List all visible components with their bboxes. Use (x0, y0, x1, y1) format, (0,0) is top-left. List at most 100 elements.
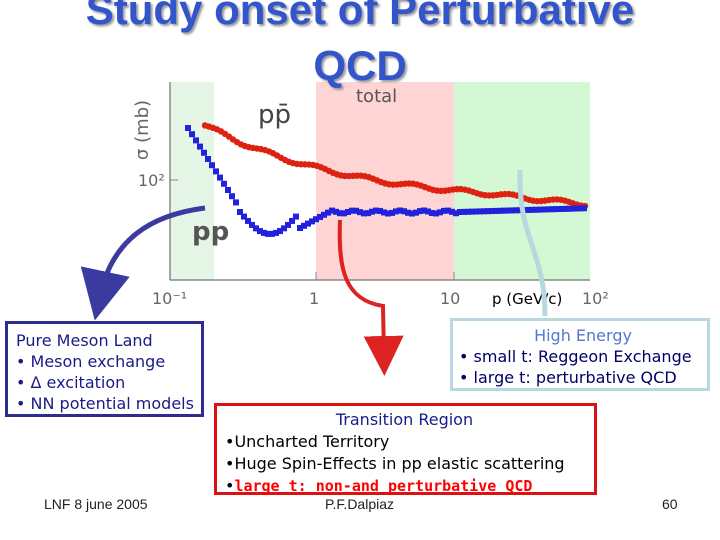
pp-point (541, 206, 547, 213)
pp-point (429, 210, 435, 217)
pp-point (365, 210, 371, 217)
pp-point (417, 208, 423, 215)
pp-point (337, 210, 343, 217)
x-tick-label-0: 10⁻¹ (152, 289, 187, 308)
pp-point (333, 208, 339, 215)
x-tick-label-3: 10² (582, 289, 609, 308)
pp-point (473, 208, 479, 215)
pp-point (345, 209, 351, 216)
transition-item-highlight: •large t: non-and perturbative QCD (225, 475, 594, 497)
pp-point (349, 207, 355, 214)
pp-point (237, 209, 243, 215)
pp-data-series (185, 125, 587, 237)
pp-point (317, 214, 323, 220)
pp-point (425, 208, 431, 215)
high-energy-item: • small t: Reggeon Exchange (459, 347, 692, 366)
pp-point (241, 213, 247, 220)
pp-point (413, 209, 419, 216)
pp-point (261, 229, 267, 236)
transition-bullet: • (225, 476, 235, 495)
pp-point (441, 207, 447, 214)
pp-point (325, 209, 331, 216)
footer-event: LNF 8 june 2005 (44, 496, 148, 512)
transition-item: •Huge Spin-Effects in pp elastic scatter… (225, 454, 565, 473)
x-tick-marks (315, 272, 455, 280)
pp-point (377, 207, 383, 214)
pp-point (329, 207, 335, 214)
pp-point (253, 225, 259, 232)
pp-point (569, 205, 575, 212)
pure-meson-box: Pure Meson Land • Meson exchange • Δ exc… (5, 321, 204, 417)
pure-meson-heading: Pure Meson Land (16, 331, 153, 350)
y-tick-label: 10² (138, 171, 165, 190)
pp-point (269, 230, 275, 237)
pp-point (297, 225, 303, 231)
high-energy-heading: High Energy (534, 326, 632, 345)
pp-point (229, 193, 235, 200)
pp-point (341, 210, 347, 217)
pp-point (453, 210, 459, 217)
x-tick-label-1: 1 (309, 289, 319, 308)
pp-point (313, 216, 319, 223)
slide-title-line-1: Study onset of Perturbative (85, 0, 635, 33)
pp-point (197, 143, 203, 150)
pp-point (273, 229, 279, 236)
high-energy-box: High Energy • small t: Reggeon Exchange … (450, 318, 710, 391)
pp-point (461, 208, 467, 215)
pp-point (545, 206, 551, 213)
pp-point (445, 207, 451, 214)
pp-point (353, 207, 359, 214)
pp-point (525, 206, 531, 213)
arrow-to-high-energy (517, 169, 548, 317)
pp-point (281, 225, 287, 232)
pp-point (577, 205, 583, 212)
pp-point (393, 208, 399, 215)
pp-point (233, 199, 239, 206)
pp-point (265, 230, 271, 237)
pp-point (389, 209, 395, 216)
transition-highlight-text: large t: non-and perturbative QCD (234, 477, 533, 495)
pp-point (489, 208, 495, 215)
pp-point (529, 206, 535, 213)
pp-point (221, 180, 227, 187)
pp-point (533, 206, 539, 213)
pp-point (517, 207, 523, 214)
y-axis-label: σ (mb) (132, 100, 153, 160)
pp-point (537, 206, 543, 213)
pp-point (369, 208, 375, 215)
x-tick-label-2: 10 (440, 289, 460, 308)
pp-point (513, 207, 519, 214)
pure-meson-item: • Δ excitation (16, 373, 126, 392)
pp-point (373, 207, 379, 214)
footer-author: P.F.Dalpiaz (325, 496, 395, 512)
pp-point (257, 228, 263, 235)
transition-heading: Transition Region (335, 410, 474, 429)
pp-point (193, 137, 199, 144)
pp-point (477, 208, 483, 215)
pp-point (217, 174, 223, 181)
pp-point (285, 221, 291, 228)
pp-point (205, 156, 211, 162)
pp-point (189, 131, 195, 138)
pp-point (309, 218, 315, 225)
pp-point (469, 208, 475, 215)
arrow-to-pure-meson (80, 205, 206, 321)
pp-point (553, 206, 559, 213)
pure-meson-region (170, 82, 214, 280)
pp-point (549, 206, 555, 213)
pure-meson-item: • NN potential models (16, 394, 194, 413)
pp-point (249, 221, 255, 228)
pp-point (397, 207, 403, 214)
pp-point (401, 208, 407, 215)
slide-title-line-2: QCD (313, 42, 407, 89)
pp-point (421, 207, 427, 214)
pp-point (381, 209, 387, 216)
pp-point (321, 211, 327, 218)
pure-meson-item: • Meson exchange (16, 352, 166, 371)
pp-point (277, 228, 283, 235)
pp-point (581, 205, 587, 212)
pp-point (245, 217, 251, 224)
pp-point (289, 217, 295, 224)
pp-point (457, 209, 463, 215)
